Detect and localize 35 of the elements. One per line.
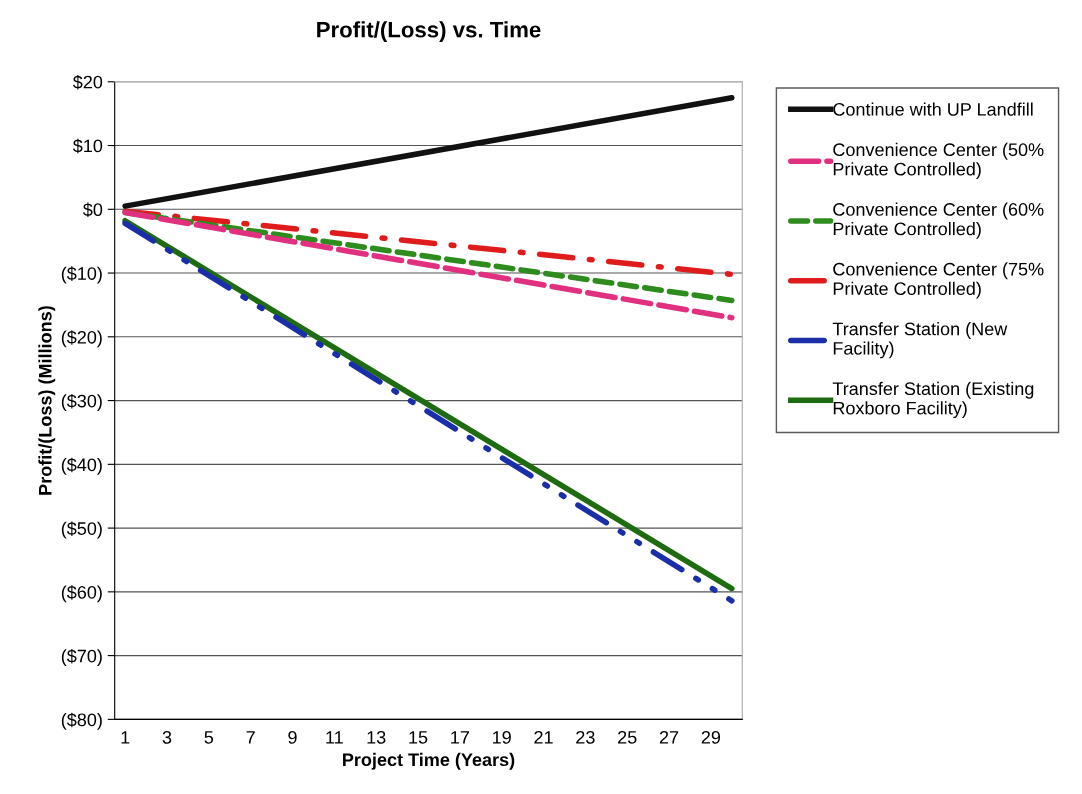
x-tick-label: 11: [326, 731, 343, 744]
x-tick-label: 17: [451, 731, 469, 744]
y-tick-label: ($10): [61, 266, 102, 284]
legend-label: Continue with UP Landfill: [833, 102, 1033, 116]
y-tick-label: ($20): [61, 330, 102, 348]
legend-label: Convenience Center (60% Private Controlled): [833, 202, 1044, 239]
chart-title: Profit/(Loss) vs. Time: [317, 21, 541, 42]
y-tick-label: ($80): [61, 712, 102, 730]
y-axis-title: Profit/(Loss) (Millions): [38, 306, 56, 495]
x-tick-label: 19: [493, 730, 511, 744]
x-tick-label: 7: [246, 731, 255, 744]
y-tick-label: ($50): [61, 521, 102, 539]
x-axis-title: Project Time (Years): [343, 752, 515, 770]
y-tick-label: ($40): [61, 457, 102, 475]
x-tick-label: 29: [701, 730, 721, 744]
legend-label: Convenience Center (50% Private Controlled): [833, 142, 1044, 180]
y-tick-label: $10: [72, 138, 103, 154]
y-tick-label: ($30): [61, 393, 102, 411]
x-tick-label: 27: [659, 730, 679, 744]
x-tick-label: 21: [534, 730, 553, 744]
x-tick-label: 3: [162, 730, 172, 744]
y-tick-label: $0: [83, 202, 103, 218]
x-tick-label: 1: [121, 731, 130, 744]
x-tick-label: 5: [204, 731, 214, 744]
y-tick-label: ($70): [61, 648, 102, 667]
x-tick-label: 15: [409, 731, 428, 744]
y-tick-label: ($60): [61, 585, 102, 603]
legend-label: Transfer Station (Existing Roxboro Facility): [832, 381, 1034, 419]
x-tick-label: 23: [576, 730, 595, 744]
legend-label: Convenience Center (75% Private Controlled): [833, 262, 1044, 299]
x-tick-label: 13: [367, 730, 386, 744]
x-tick-label: 9: [288, 730, 297, 744]
legend-label: Transfer Station (New Facility): [832, 322, 1008, 359]
y-tick-label: $20: [72, 74, 103, 90]
x-tick-label: 25: [618, 730, 637, 744]
